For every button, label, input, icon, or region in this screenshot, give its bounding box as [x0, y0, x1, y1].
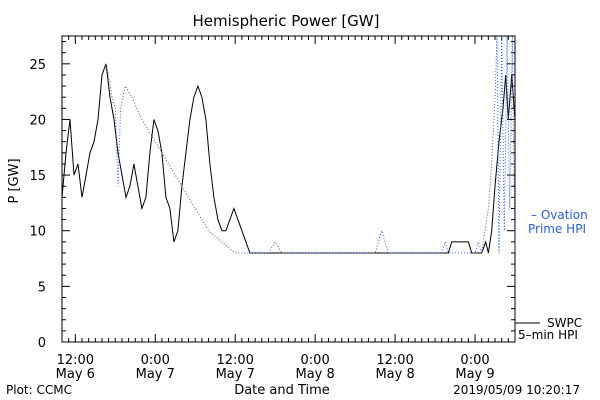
timestamp: 2019/05/09 10:20:17 [453, 383, 580, 397]
x-tick-label-date: May 8 [375, 367, 414, 382]
y-tick-label: 15 [29, 169, 46, 184]
x-tick-label-date: May 7 [136, 367, 175, 382]
x-tick-label-time: 0:00 [141, 353, 170, 368]
x-tick-label-time: 0:00 [460, 353, 489, 368]
x-tick-label-date: May 7 [216, 367, 255, 382]
legend-swpc-line-2: 5–min HPI [518, 328, 578, 342]
y-axis-label: P [GW] [7, 158, 22, 203]
legend-swpc-line-1: SWPC [547, 316, 582, 330]
x-tick-label-time: 0:00 [301, 353, 330, 368]
legend-ovation-line-1: – Ovation [531, 208, 588, 222]
x-axis-label: Date and Time [234, 383, 330, 398]
y-tick-label: 25 [29, 58, 46, 73]
series-line-swpc [61, 63, 516, 254]
y-tick-label: 0 [38, 336, 46, 351]
x-tick-label-time: 12:00 [57, 353, 94, 368]
plot-frame [61, 35, 516, 343]
x-tick-label-date: May 8 [296, 367, 335, 382]
chart-title: Hemispheric Power [GW] [193, 12, 380, 30]
y-tick-label: 20 [29, 113, 46, 128]
series-line-ovation [105, 35, 516, 254]
y-tick-label: 5 [38, 280, 46, 295]
x-tick-label-time: 12:00 [376, 353, 413, 368]
x-tick-label-date: May 6 [56, 367, 95, 382]
x-tick-label-date: May 9 [455, 367, 494, 382]
x-tick-label-time: 12:00 [216, 353, 253, 368]
y-tick-label: 10 [29, 225, 46, 240]
legend-ovation-line-2: Prime HPI [528, 222, 586, 236]
plot-credit: Plot: CCMC [6, 383, 72, 397]
series-layer [61, 35, 516, 254]
y-axis: 0 5 10 15 20 25 [29, 41, 515, 351]
